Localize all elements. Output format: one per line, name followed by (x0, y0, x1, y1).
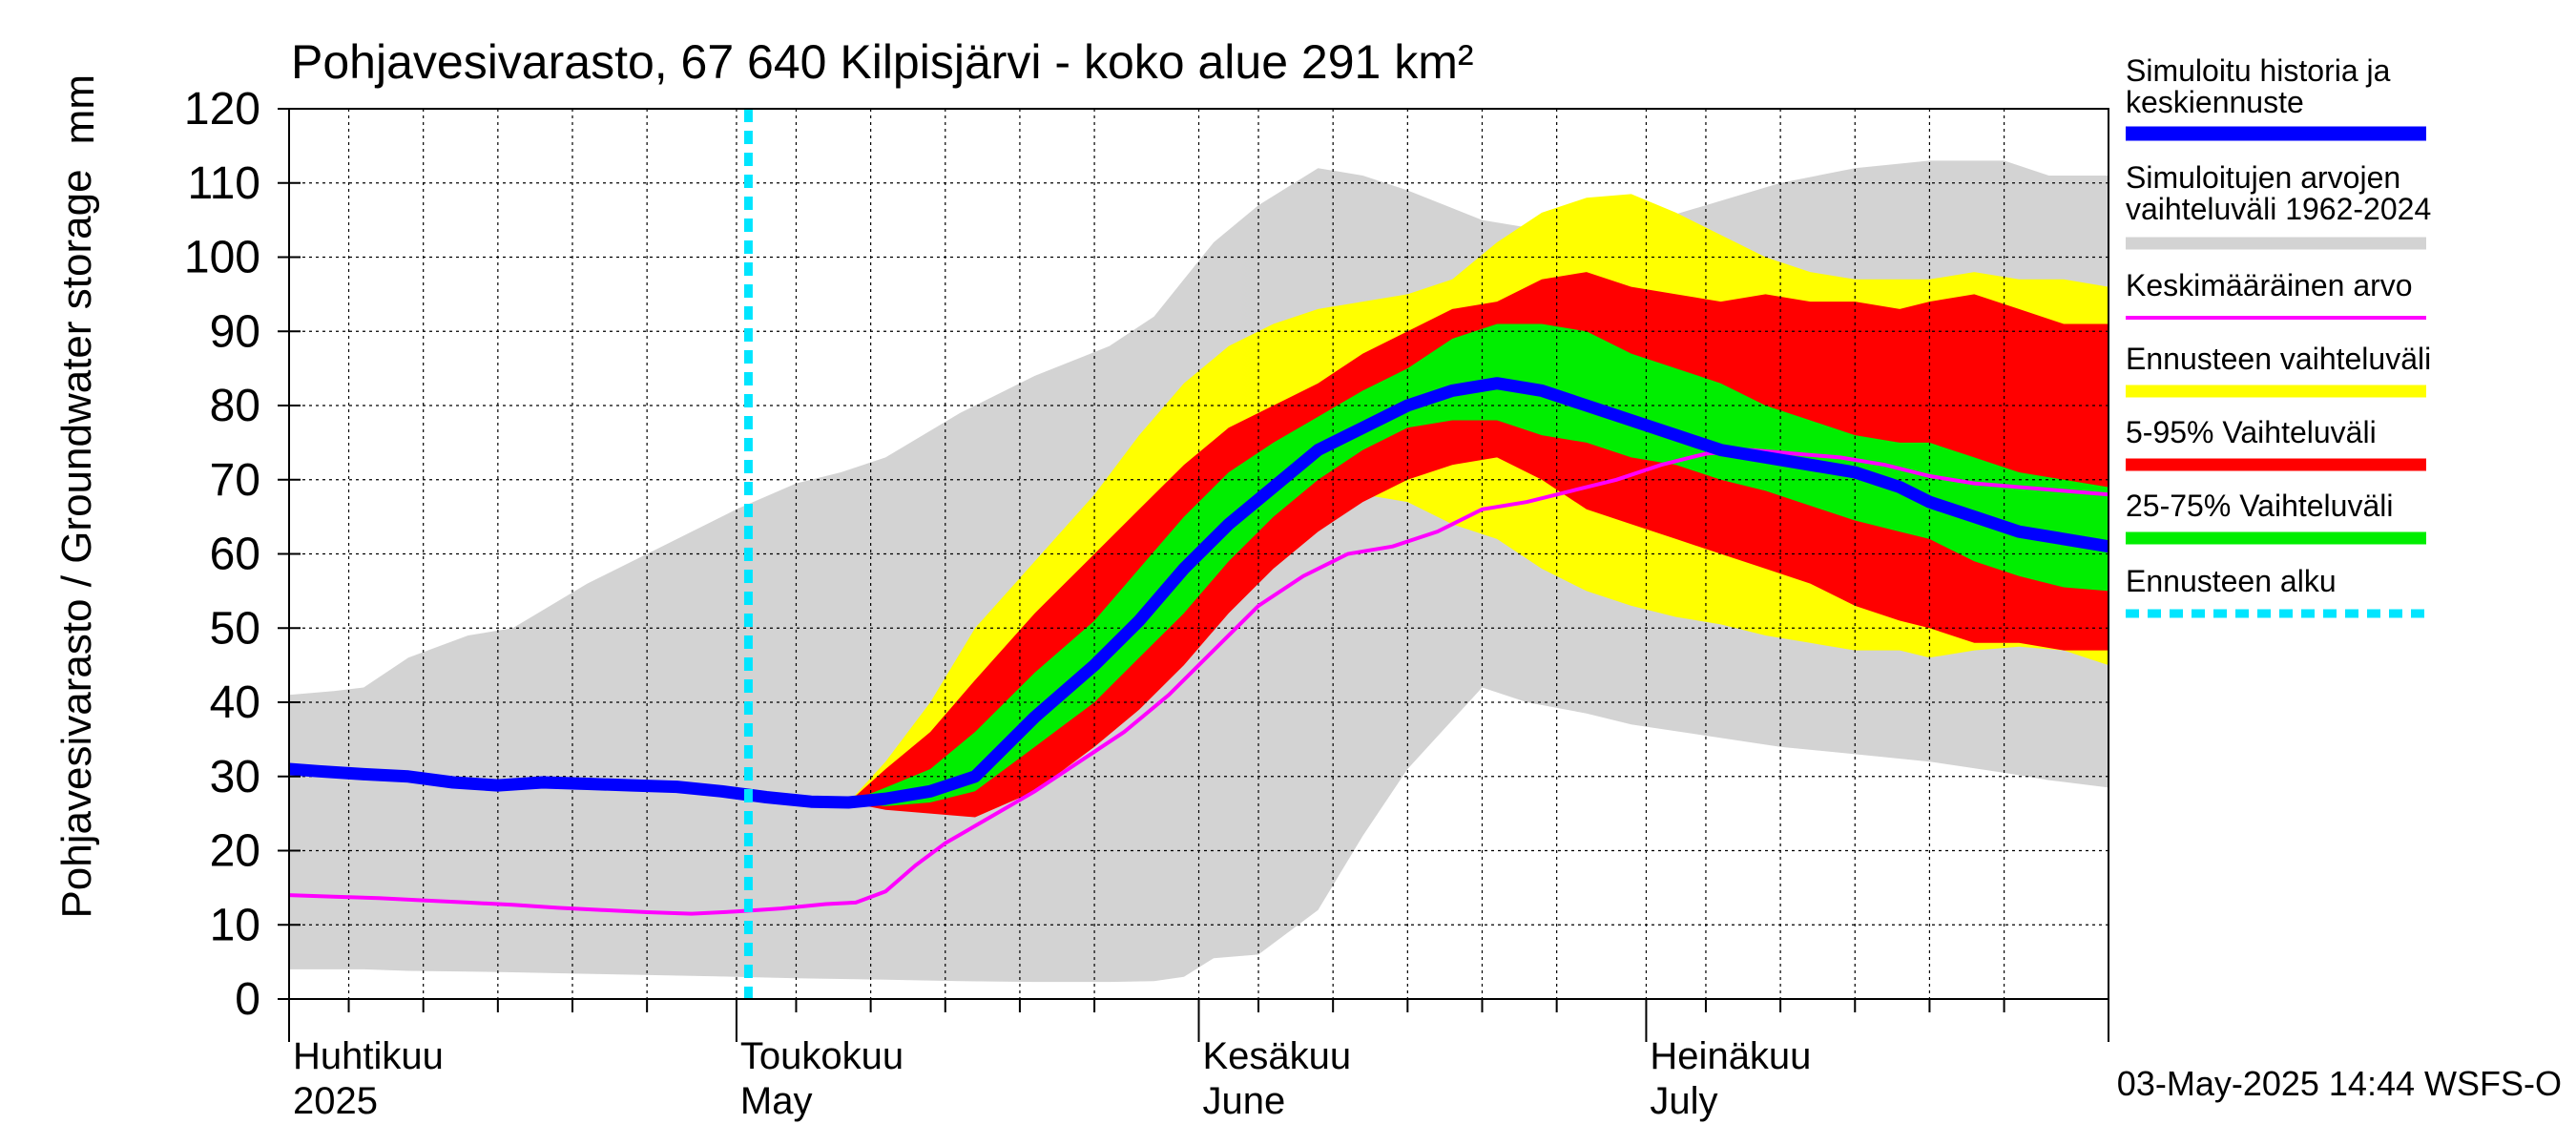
series-median-line (289, 377, 2109, 809)
y-axis-label: Pohjavesivarasto / Groundwater storage (53, 169, 100, 918)
legend-label-hist_range: vaihteluväli 1962-2024 (2126, 192, 2431, 226)
y-tick-label: 120 (184, 84, 260, 135)
y-tick-label: 80 (210, 381, 260, 431)
legend-label-mean: Keskimääräinen arvo (2126, 268, 2413, 302)
legend-label-p25_75: 25-75% Vaihteluväli (2126, 489, 2393, 523)
legend-label-full_range: Ennusteen vaihteluväli (2126, 342, 2431, 376)
legend-label-fc_start: Ennusteen alku (2126, 564, 2337, 598)
legend-label-median: keskiennuste (2126, 85, 2304, 119)
x-month-label-fi: Heinäkuu (1650, 1035, 1811, 1077)
y-tick-label: 100 (184, 233, 260, 283)
x-month-label-en: June (1203, 1080, 1286, 1122)
legend-label-hist_range: Simuloitujen arvojen (2126, 160, 2400, 195)
y-unit-label: mm (56, 74, 103, 144)
x-month-label-en: May (740, 1080, 813, 1122)
y-tick-label: 90 (210, 306, 260, 357)
y-tick-label: 50 (210, 603, 260, 654)
x-month-label-en: July (1650, 1080, 1717, 1122)
y-tick-label: 30 (210, 752, 260, 802)
legend-label-median: Simuloitu historia ja (2126, 53, 2391, 88)
y-tick-label: 10 (210, 900, 260, 950)
x-month-label-en: 2025 (293, 1080, 378, 1122)
band-p5_95 (848, 272, 2109, 818)
x-month-label-fi: Kesäkuu (1203, 1035, 1352, 1077)
y-tick-label: 70 (210, 455, 260, 506)
y-tick-label: 0 (235, 974, 260, 1025)
x-month-label-fi: Toukokuu (740, 1035, 904, 1077)
y-tick-label: 20 (210, 826, 260, 877)
footer-timestamp: 03-May-2025 14:44 WSFS-O (2117, 1064, 2562, 1103)
y-tick-label: 40 (210, 677, 260, 728)
x-month-label-fi: Huhtikuu (293, 1035, 444, 1077)
y-tick-label: 60 (210, 530, 260, 580)
y-tick-label: 110 (187, 158, 260, 209)
band-p25_75 (848, 323, 2109, 806)
chart-title: Pohjavesivarasto, 67 640 Kilpisjärvi - k… (291, 35, 1474, 89)
legend-label-p5_95: 5-95% Vaihteluväli (2126, 415, 2377, 449)
series-mean-line (289, 448, 2109, 916)
